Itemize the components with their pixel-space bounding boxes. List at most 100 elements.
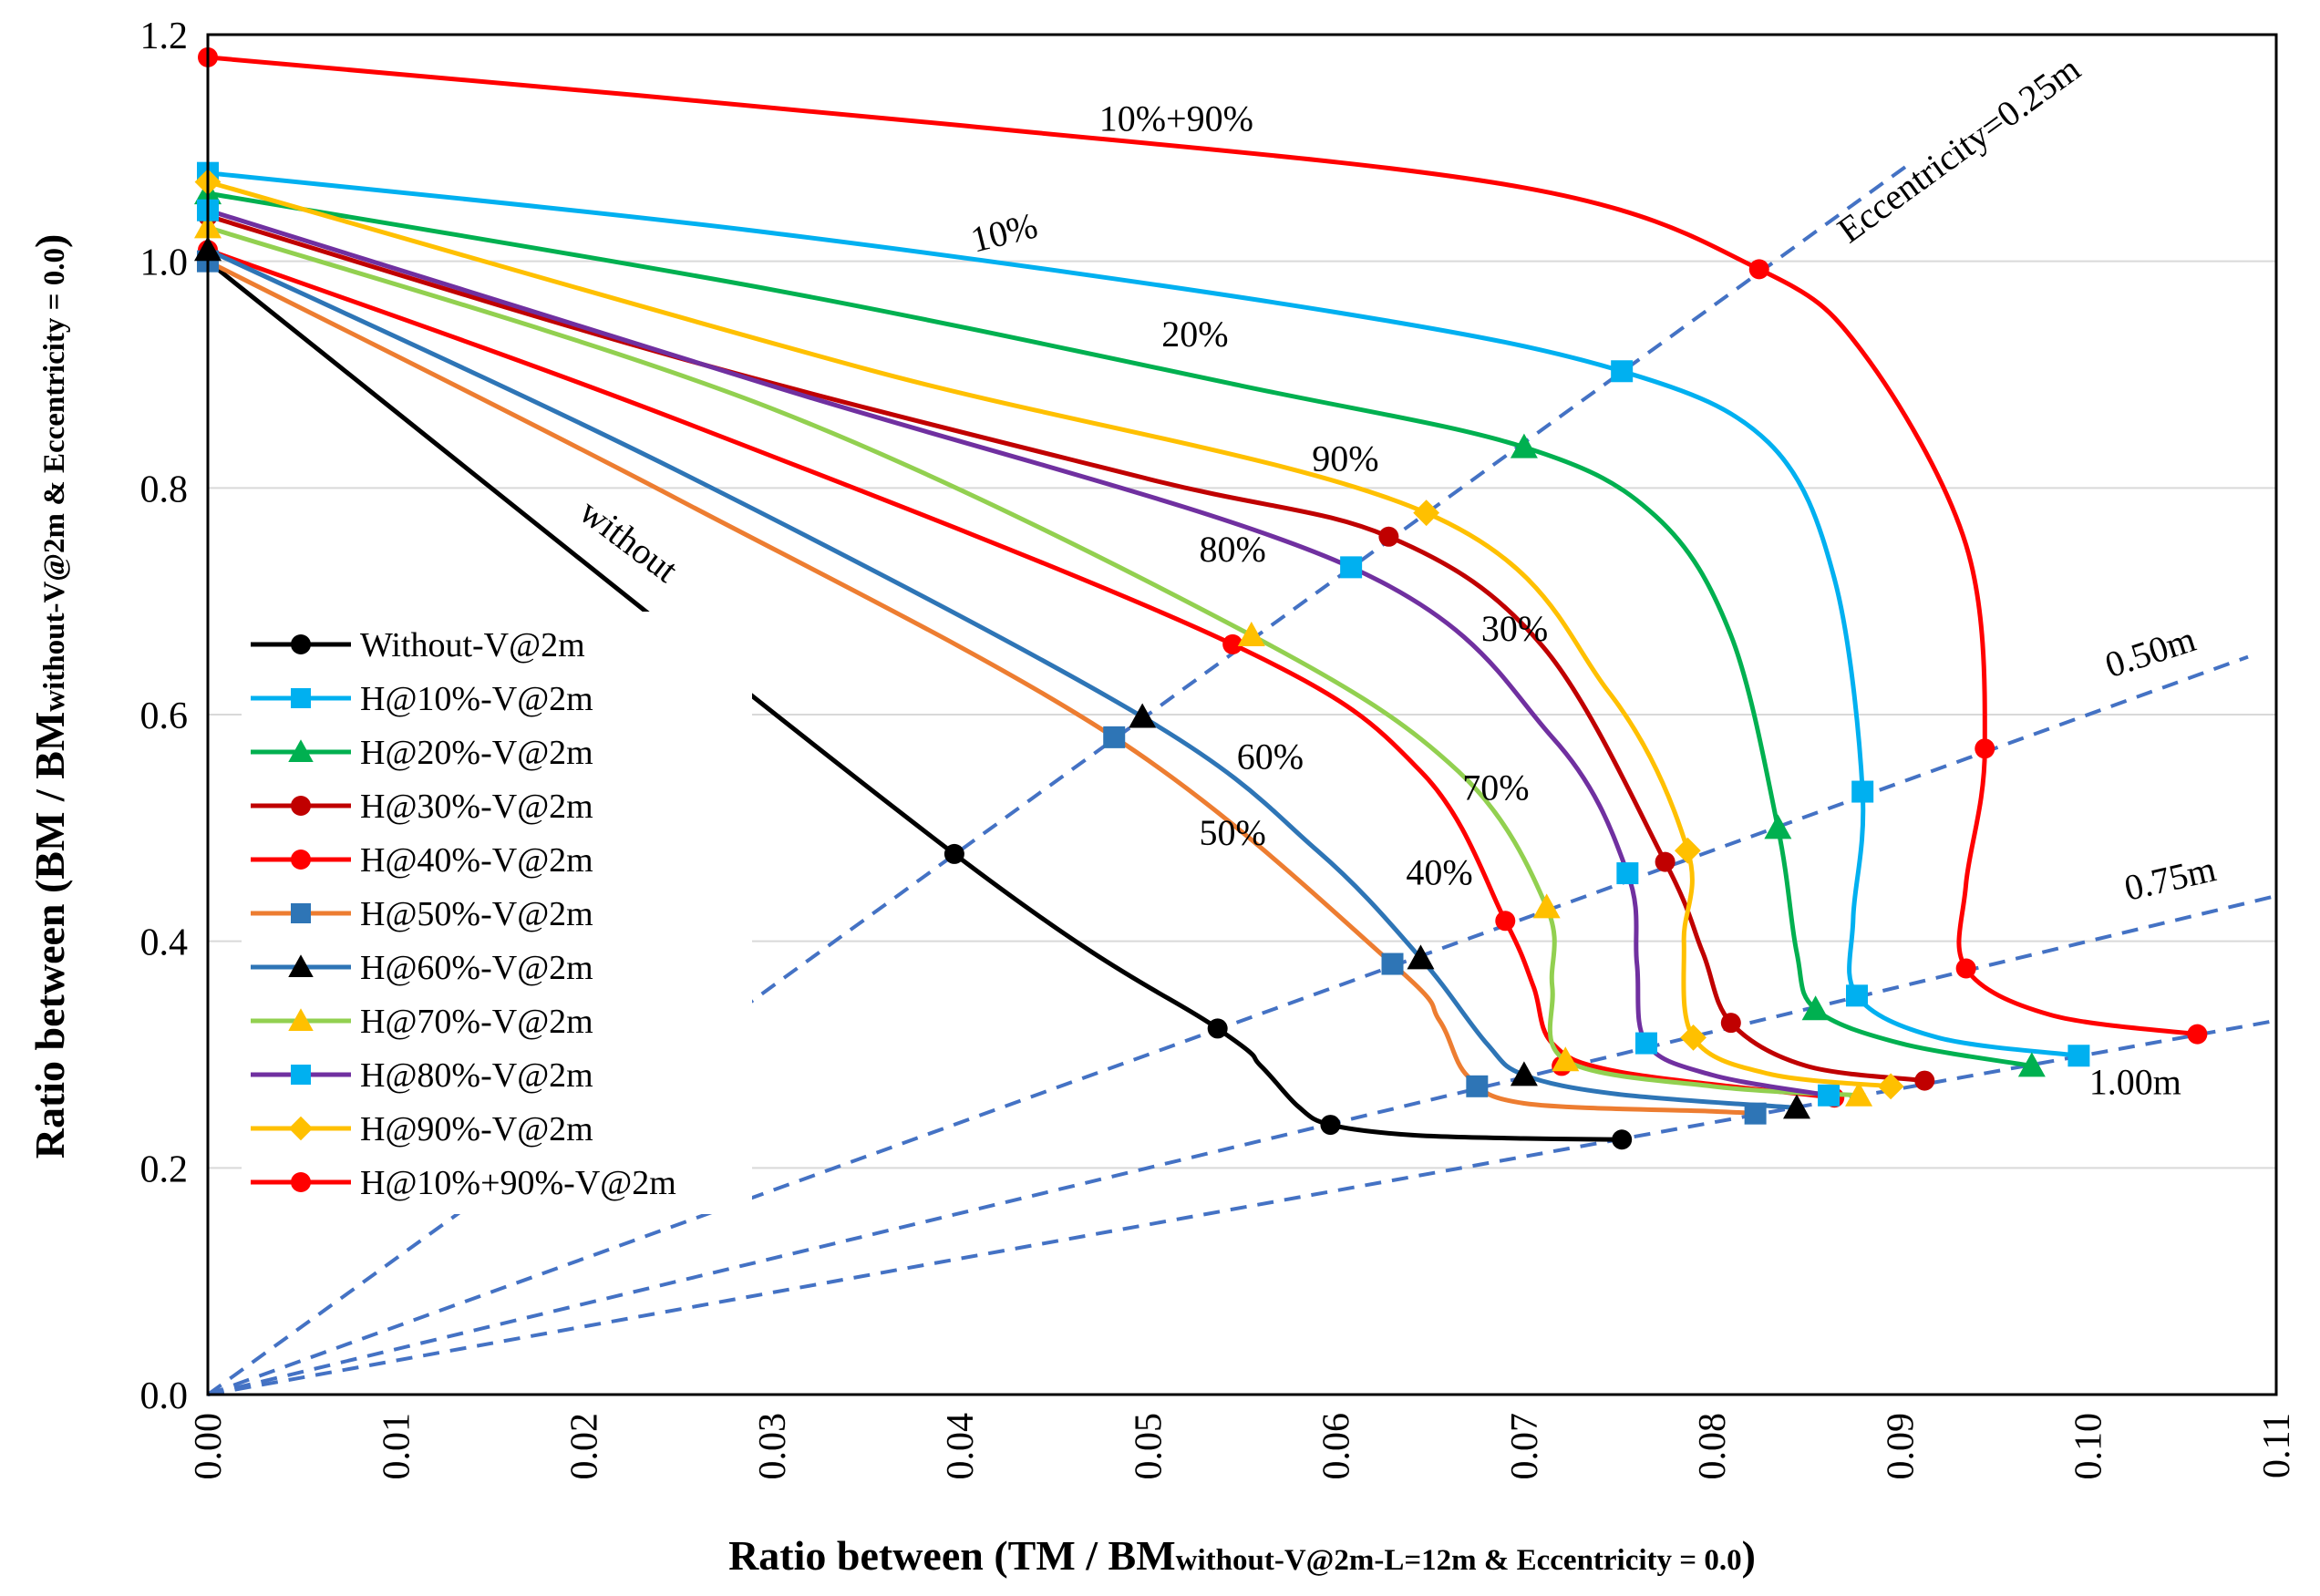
data-point <box>291 903 311 923</box>
legend-item: H@50%-V@2m <box>251 895 593 933</box>
data-point <box>1320 1115 1341 1136</box>
data-point <box>943 843 964 864</box>
eccentricity-line <box>207 654 2249 1396</box>
legend-label: H@20%-V@2m <box>360 734 593 772</box>
data-point <box>1845 1081 1873 1107</box>
data-point <box>1413 499 1440 527</box>
data-point <box>1611 360 1634 383</box>
y-tick-label: 1.0 <box>140 242 189 284</box>
y-tick-label: 0.0 <box>140 1375 189 1417</box>
data-point <box>288 954 314 977</box>
legend-item: H@40%-V@2m <box>251 841 593 880</box>
data-point <box>1720 1013 1741 1034</box>
annotation-label: 40% <box>1406 852 1472 893</box>
data-point <box>1237 621 1265 646</box>
legend-label: H@40%-V@2m <box>360 841 593 880</box>
data-point <box>2067 1045 2090 1067</box>
legend-label: H@10%+90%-V@2m <box>360 1164 676 1202</box>
data-point <box>1975 738 1995 759</box>
x-tick-label: 0.10 <box>2068 1413 2110 1480</box>
data-point <box>1222 633 1243 654</box>
data-point <box>1801 995 1830 1021</box>
series-line <box>205 55 2200 1037</box>
x-tick-label: 0.03 <box>752 1413 794 1480</box>
data-point <box>1510 433 1538 458</box>
legend-item: Without-V@2m <box>251 626 585 664</box>
data-point <box>1103 726 1126 748</box>
data-point <box>2017 1052 2046 1077</box>
data-point <box>1634 1032 1657 1055</box>
annotation-label: 90% <box>1312 438 1378 479</box>
data-point <box>1914 1070 1935 1091</box>
x-tick-labels: 0.00 0.01 0.02 0.03 0.04 0.05 0.06 0.07 0.08 0.09… <box>188 1413 2298 1480</box>
legend-label: Without-V@2m <box>360 626 585 664</box>
legend-label: H@60%-V@2m <box>360 949 593 987</box>
legend-label: H@10%-V@2m <box>360 680 593 718</box>
annotation-label: 20% <box>1161 314 1228 355</box>
x-tick-label: 0.06 <box>1316 1413 1358 1480</box>
legend-item: H@20%-V@2m <box>251 734 593 772</box>
legend-label: H@70%-V@2m <box>360 1003 593 1041</box>
series-line <box>205 247 1799 1110</box>
data-point <box>291 1065 311 1085</box>
annotation-label: 10%+90% <box>1099 98 1253 139</box>
series-line <box>205 247 1837 1100</box>
y-tick-label: 0.6 <box>140 695 189 737</box>
legend-item: H@70%-V@2m <box>251 1003 593 1041</box>
y-tick-label: 0.8 <box>140 469 189 510</box>
data-point <box>1378 526 1399 547</box>
data-point <box>1552 1046 1580 1072</box>
x-tick-label: 0.05 <box>1128 1413 1170 1480</box>
annotation-label: 80% <box>1200 529 1266 570</box>
x-axis-label: Ratio between (TM / BMwithout-V@2m-L=12m… <box>728 1532 1756 1579</box>
legend-label: H@50%-V@2m <box>360 895 593 933</box>
data-point <box>1495 911 1516 932</box>
data-point <box>1851 780 1874 803</box>
legend-item: H@60%-V@2m <box>251 949 593 987</box>
annotation-label: 70% <box>1462 767 1529 808</box>
data-point <box>288 1008 314 1031</box>
legend-label: H@30%-V@2m <box>360 788 593 826</box>
data-point <box>1783 1094 1811 1119</box>
data-point <box>1466 1075 1489 1097</box>
legend-label: H@90%-V@2m <box>360 1110 593 1148</box>
series <box>194 236 1811 1119</box>
data-point <box>1764 814 1792 839</box>
legend-item: H@30%-V@2m <box>251 788 593 826</box>
data-point <box>1381 952 1404 975</box>
x-tick-label: 0.09 <box>1880 1413 1922 1480</box>
data-point <box>1655 851 1676 872</box>
data-point <box>288 1116 314 1141</box>
data-point <box>1674 837 1701 864</box>
eccentricity-line <box>206 162 1911 1396</box>
data-point <box>2187 1024 2208 1045</box>
legend-item: H@10%-V@2m <box>251 680 593 718</box>
x-tick-label: 0.01 <box>376 1413 418 1480</box>
annotation-label: 60% <box>1237 736 1304 777</box>
data-point <box>291 1172 311 1192</box>
data-point <box>288 739 314 762</box>
data-point <box>1955 958 1976 979</box>
data-point <box>1612 1129 1633 1150</box>
x-tick-label: 0.07 <box>1504 1413 1546 1480</box>
series <box>194 180 2046 1077</box>
series-line <box>205 224 1861 1098</box>
legend-item: H@80%-V@2m <box>251 1056 593 1095</box>
data-point <box>1877 1073 1904 1100</box>
data-point <box>1846 984 1869 1007</box>
plot-area-frame <box>206 33 2278 1396</box>
y-tick-label: 0.2 <box>140 1148 189 1190</box>
x-tick-label: 0.02 <box>564 1413 606 1480</box>
data-point <box>1340 556 1363 579</box>
data-point <box>1510 1061 1538 1086</box>
y-tick-labels: 0.0 0.2 0.4 0.6 0.8 1.0 1.2 <box>140 15 189 1417</box>
data-point <box>1207 1018 1228 1039</box>
data-point <box>291 796 311 816</box>
annotation-label: 30% <box>1481 608 1548 649</box>
series-line <box>205 259 1758 1117</box>
data-point <box>1818 1084 1841 1107</box>
series <box>197 199 1841 1107</box>
legend-item: H@90%-V@2m <box>251 1110 593 1148</box>
x-tick-label: 0.11 <box>2256 1413 2298 1478</box>
data-point <box>1616 862 1639 885</box>
